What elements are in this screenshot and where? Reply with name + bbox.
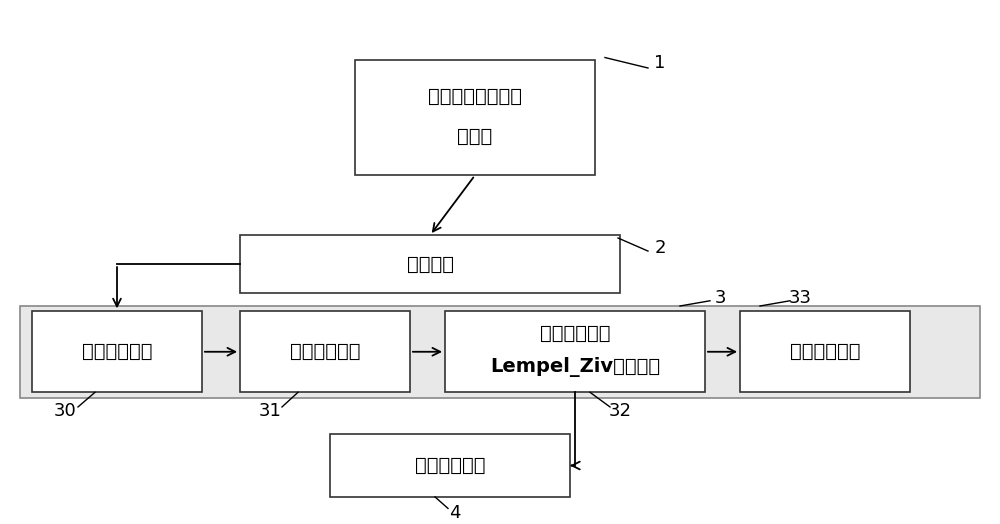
Text: 4: 4 [449, 504, 461, 521]
Text: 阵列式肌电信号采: 阵列式肌电信号采 [428, 88, 522, 106]
Text: 3: 3 [714, 289, 726, 307]
Text: 集装置: 集装置 [457, 126, 493, 146]
Text: 30: 30 [54, 401, 76, 420]
Text: 2: 2 [654, 239, 666, 257]
Text: 33: 33 [788, 289, 812, 307]
Text: 诊断评估装置: 诊断评估装置 [415, 456, 485, 475]
Text: 小波分解模块: 小波分解模块 [290, 342, 360, 361]
Bar [445, 311, 705, 392]
Text: 32: 32 [608, 401, 632, 420]
Text: 参数提取模块: 参数提取模块 [790, 342, 860, 361]
Text: 接收装置: 接收装置 [406, 255, 454, 274]
Bar [740, 311, 910, 392]
Text: Lempel_Ziv处理模块: Lempel_Ziv处理模块 [490, 357, 660, 377]
Text: 小波滤噪模块: 小波滤噪模块 [82, 342, 152, 361]
Bar [355, 60, 595, 175]
Bar [32, 311, 202, 392]
Bar [20, 306, 980, 398]
Bar [330, 434, 570, 497]
Text: 二値粗粒化及: 二値粗粒化及 [540, 324, 610, 343]
Text: 31: 31 [259, 401, 281, 420]
Bar [240, 235, 620, 293]
Bar [240, 311, 410, 392]
Text: 1: 1 [654, 54, 666, 72]
